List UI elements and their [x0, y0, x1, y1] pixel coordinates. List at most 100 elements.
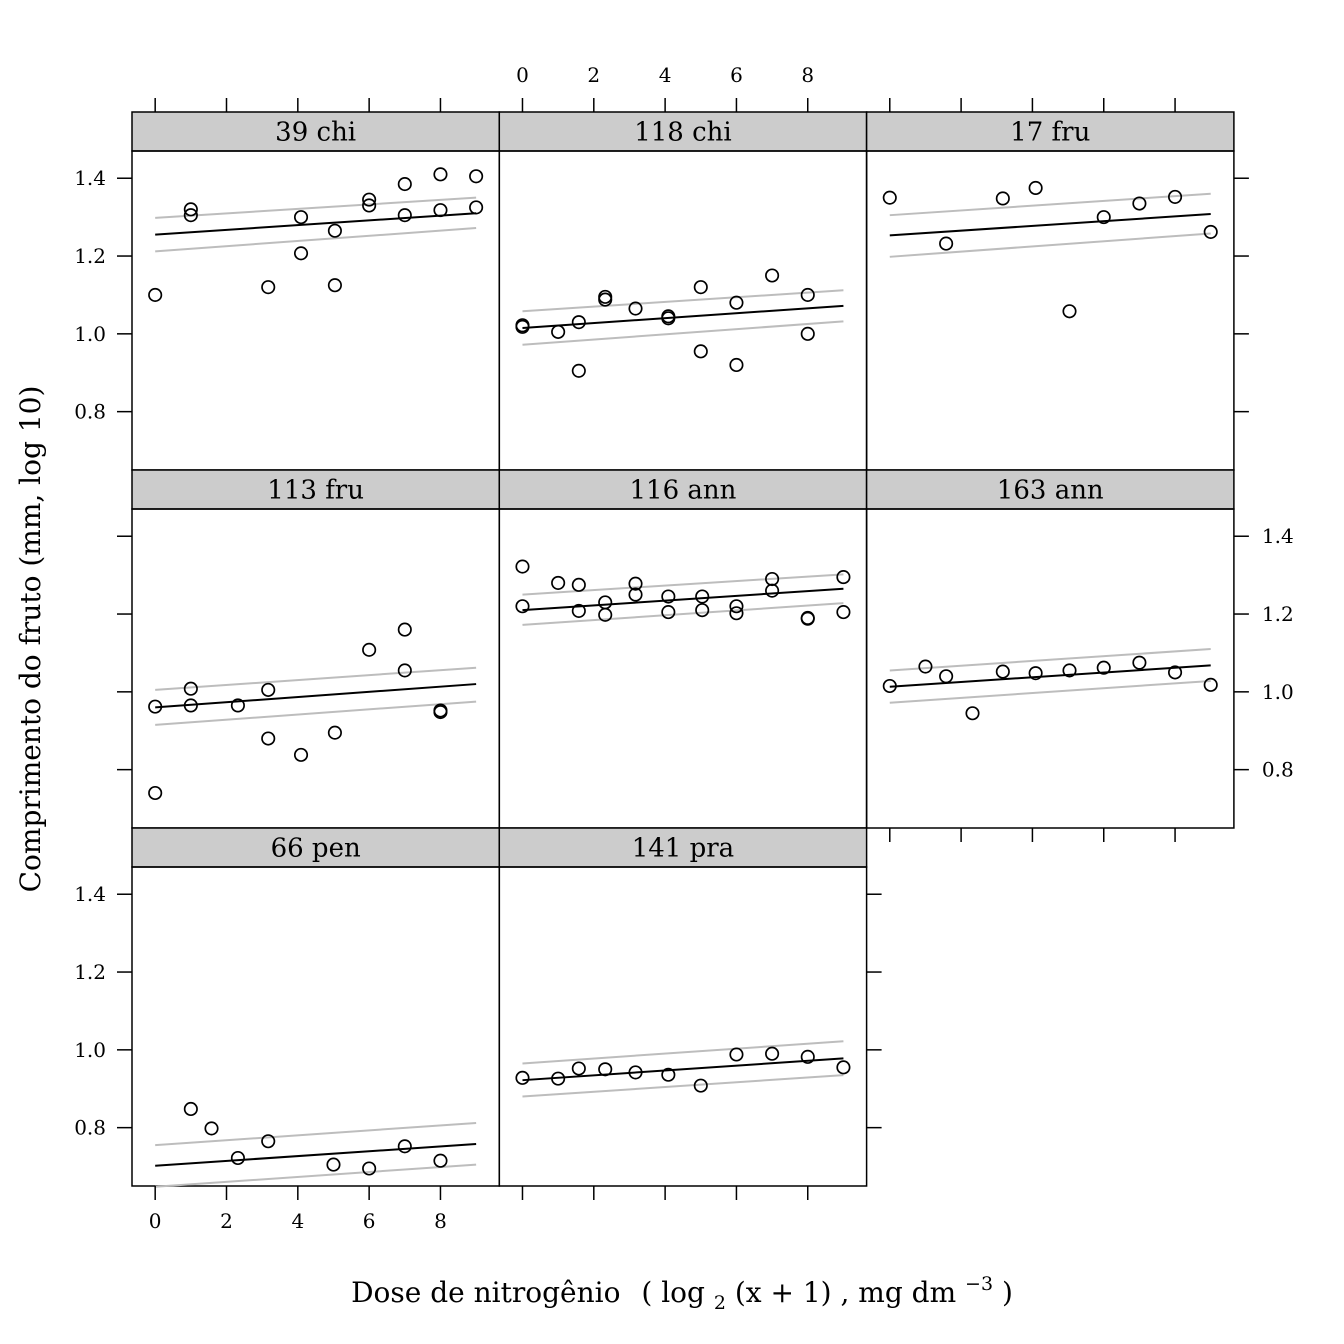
y-tick-label-left: 0.8 [74, 1116, 106, 1140]
data-point [326, 1157, 341, 1172]
data-point [1203, 224, 1218, 239]
x-axis-title-close: ) [1002, 1276, 1013, 1309]
data-point [1203, 677, 1218, 692]
data-point [939, 236, 954, 251]
data-point [693, 280, 708, 295]
data-point [693, 344, 708, 359]
strip-66-pen [131, 827, 501, 868]
data-point [515, 559, 530, 574]
data-point [598, 1062, 613, 1077]
data-point [261, 731, 276, 746]
y-tick-label-right: 0.8 [1262, 758, 1294, 782]
data-point [695, 589, 710, 604]
data-point [261, 682, 276, 697]
data-point [327, 725, 342, 740]
data-point [836, 570, 851, 585]
fit-line-163-ann [889, 664, 1211, 688]
data-point [1062, 304, 1077, 319]
data-point [1062, 663, 1077, 678]
data-point [397, 622, 412, 637]
band-lower-17-fru [889, 232, 1211, 258]
x-axis-title-units: , mg dm [840, 1276, 956, 1309]
x-tick-label-bottom: 8 [434, 1209, 447, 1233]
data-point [183, 202, 198, 217]
data-point [515, 318, 530, 333]
y-tick-label-right: 1.2 [1262, 602, 1294, 626]
data-point [571, 577, 586, 592]
data-point [661, 605, 676, 620]
data-point [571, 315, 586, 330]
data-point [598, 292, 613, 307]
strip-label-17-fru: 17 fru [1010, 118, 1090, 148]
strip-label-118-chi: 118 chi [634, 118, 732, 148]
data-point [551, 1071, 566, 1086]
data-point [469, 200, 484, 215]
data-point [765, 583, 780, 598]
strip-label-116-ann: 116 ann [630, 476, 737, 506]
data-point [183, 208, 198, 223]
data-point [571, 603, 586, 618]
x-tick-label-top: 4 [659, 63, 672, 87]
x-axis-title-text: Dose de nitrogênio [351, 1276, 620, 1309]
data-point [327, 223, 342, 238]
data-point [571, 1061, 586, 1076]
data-point [1028, 180, 1043, 196]
data-point [1132, 655, 1147, 670]
data-point [1096, 210, 1111, 225]
data-point [628, 576, 643, 591]
data-point [261, 1134, 276, 1149]
fit-line-116-ann [522, 587, 844, 612]
y-tick-label-left: 1.4 [74, 166, 106, 190]
data-point [1132, 196, 1147, 211]
band-upper-118-chi [522, 289, 844, 313]
x-tick-label-bottom: 6 [363, 1209, 376, 1233]
data-point [729, 599, 744, 614]
band-lower-118-chi [522, 320, 844, 346]
data-point [765, 1046, 780, 1061]
data-point [362, 198, 377, 213]
data-point [1168, 189, 1183, 204]
panel-frame-141-pra [498, 866, 868, 1187]
band-lower-116-ann [522, 602, 844, 626]
data-point [204, 1121, 219, 1136]
panel-frame-66-pen [131, 866, 501, 1187]
panels-layer: 39 chi 118 chi 17 fru 113 fru 116 ann 163 ann… [131, 111, 1235, 1188]
fit-line-118-chi [522, 304, 844, 330]
x-axis-title-open: ( [641, 1276, 652, 1309]
data-point [729, 606, 744, 621]
data-point [965, 706, 980, 721]
data-point [598, 595, 613, 610]
data-point [293, 210, 309, 225]
data-point [551, 324, 566, 339]
band-upper-66-pen [155, 1121, 477, 1147]
data-point [693, 1078, 708, 1093]
data-point [183, 1101, 198, 1117]
data-point [183, 681, 198, 696]
strip-label-163-ann: 163 ann [997, 476, 1104, 506]
x-tick-label-bottom: 0 [149, 1209, 162, 1233]
data-point [661, 1067, 676, 1082]
y-tick-label-left: 1.0 [74, 322, 106, 346]
panel-116-ann: 116 ann [498, 469, 868, 829]
data-point [882, 678, 897, 694]
data-point [362, 642, 377, 657]
panel-66-pen: 66 pen [131, 827, 501, 1188]
data-point [628, 301, 643, 316]
strip-39-chi [131, 111, 501, 152]
data-point [729, 357, 744, 373]
fit-line-39-chi [155, 212, 477, 236]
y-tick-label-right: 1.0 [1262, 680, 1294, 704]
data-point [433, 703, 448, 718]
data-point [1096, 660, 1111, 675]
panel-39-chi: 39 chi [131, 111, 501, 471]
data-point [148, 287, 163, 302]
panel-frame-116-ann [498, 508, 868, 829]
data-point [397, 177, 412, 192]
data-point [469, 169, 484, 184]
band-lower-39-chi [155, 227, 477, 253]
data-point [836, 605, 851, 620]
data-point [800, 1049, 815, 1064]
y-tick-label-left: 1.2 [74, 960, 106, 984]
data-point [230, 698, 245, 713]
